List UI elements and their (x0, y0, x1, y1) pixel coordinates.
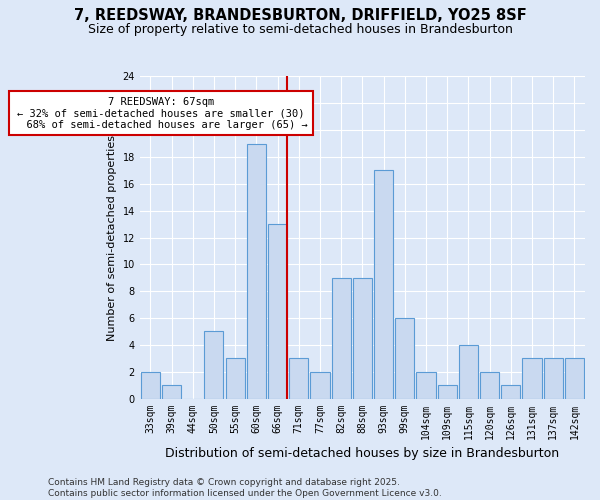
Bar (205, 332, 223, 398)
Bar (395, 318, 415, 398)
Bar (523, 358, 542, 399)
Bar (480, 372, 499, 398)
Bar (162, 385, 181, 398)
Bar (310, 372, 329, 398)
Bar (565, 358, 584, 399)
Text: 7, REEDSWAY, BRANDESBURTON, DRIFFIELD, YO25 8SF: 7, REEDSWAY, BRANDESBURTON, DRIFFIELD, Y… (74, 8, 526, 22)
Bar (226, 358, 245, 399)
X-axis label: Distribution of semi-detached houses by size in Brandesburton: Distribution of semi-detached houses by … (166, 447, 559, 460)
Bar (437, 385, 457, 398)
Bar (459, 345, 478, 399)
Bar (544, 358, 563, 399)
Bar (416, 372, 436, 398)
Bar (332, 278, 351, 398)
Text: Size of property relative to semi-detached houses in Brandesburton: Size of property relative to semi-detach… (88, 22, 512, 36)
Text: Contains HM Land Registry data © Crown copyright and database right 2025.
Contai: Contains HM Land Registry data © Crown c… (48, 478, 442, 498)
Bar (141, 372, 160, 398)
Bar (353, 278, 372, 398)
Y-axis label: Number of semi-detached properties: Number of semi-detached properties (107, 134, 117, 340)
Text: 7 REEDSWAY: 67sqm
← 32% of semi-detached houses are smaller (30)
  68% of semi-d: 7 REEDSWAY: 67sqm ← 32% of semi-detached… (14, 96, 308, 130)
Bar (374, 170, 393, 398)
Bar (289, 358, 308, 399)
Bar (247, 144, 266, 398)
Bar (268, 224, 287, 398)
Bar (501, 385, 520, 398)
